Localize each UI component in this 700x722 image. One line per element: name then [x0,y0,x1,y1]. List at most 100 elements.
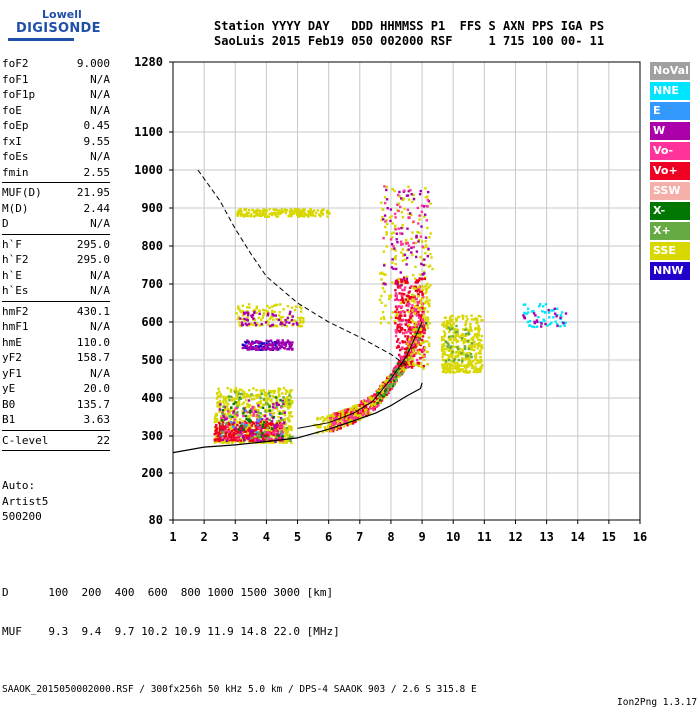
echo-point [281,425,284,428]
echo-point [411,299,414,302]
echo-point [285,432,288,435]
echo-point [232,398,236,402]
echo-point [279,399,282,402]
echo-point [229,395,233,398]
echo-point [279,210,283,213]
echo-point [333,417,336,420]
echo-point [258,309,261,313]
echo-point [343,409,347,412]
echo-point [387,390,390,393]
echo-point [450,370,454,374]
echo-point [261,316,264,319]
echo-point [352,409,355,412]
echo-point [418,315,421,318]
echo-point [384,220,387,223]
echo-point [223,435,226,438]
echo-point [272,342,276,345]
echo-point [236,404,239,407]
echo-point [260,391,263,394]
echo-point [417,240,420,243]
echo-point [523,311,526,315]
echo-point [359,410,363,413]
echo-point [248,394,251,397]
echo-point [419,343,422,347]
echo-point [384,393,387,396]
echo-point [233,427,237,430]
echo-point [223,418,226,421]
echo-point [237,402,240,405]
echo-point [405,277,408,281]
echo-point [286,304,290,308]
echo-point [270,431,273,435]
echo-point [357,415,360,419]
echo-point [412,347,416,351]
echo-point [394,228,397,231]
param-separator [2,450,110,451]
echo-point [347,408,350,411]
echo-point [470,343,474,346]
echo-point [271,394,274,398]
echo-point [546,324,549,327]
echo-point [236,405,239,409]
echo-point [405,319,408,322]
echo-point [297,316,300,320]
echo-point [240,324,244,327]
echo-point [469,325,472,328]
echo-point [268,212,271,216]
echo-point [261,423,264,427]
param-row: M(D) 2.44 [2,201,110,217]
header-values: SaoLuis 2015 Feb19 050 002000 RSF 1 715 … [214,34,605,48]
echo-point [245,392,248,396]
echo-point [428,304,431,308]
echo-point [249,429,253,433]
echo-point [390,374,393,377]
echo-point [277,439,280,443]
echo-point [385,219,388,222]
echo-point [331,421,335,425]
echo-point [385,188,388,192]
param-separator [2,429,110,431]
echo-point [376,399,379,403]
echo-point [230,434,233,438]
echo-point [272,318,275,321]
x-tick-label: 1 [169,530,176,544]
echo-point [232,410,235,413]
echo-point [414,241,417,245]
echo-point [274,429,277,432]
echo-point [255,322,258,325]
echo-point [412,197,416,201]
echo-point [463,347,467,351]
echo-point [273,209,277,212]
echo-point [259,439,262,442]
echo-point [277,211,280,215]
echo-point [274,396,278,399]
echo-point [420,301,423,305]
echo-point [384,383,387,386]
echo-point [271,434,274,437]
param-name: fxI [2,134,22,148]
echo-point [274,434,278,437]
echo-point [355,417,358,420]
echo-point [366,402,369,406]
echo-point [227,402,230,406]
echo-point [412,220,415,223]
echo-point [359,414,362,417]
echo-point [286,430,289,433]
echo-point [243,317,246,321]
echo-point [387,391,390,395]
logo-line1: Lowell [42,8,82,21]
echo-point [260,426,263,430]
echo-point [235,390,238,393]
echo-point [452,345,455,349]
echo-point [380,218,383,222]
echo-point [256,436,260,439]
echo-point [370,404,373,408]
echo-point [400,243,403,246]
echo-point [249,343,253,347]
echo-point [345,420,348,423]
echo-point [277,209,280,212]
echo-point [244,208,248,211]
echo-point [222,415,226,418]
echo-point [349,407,352,410]
echo-point [265,344,269,347]
